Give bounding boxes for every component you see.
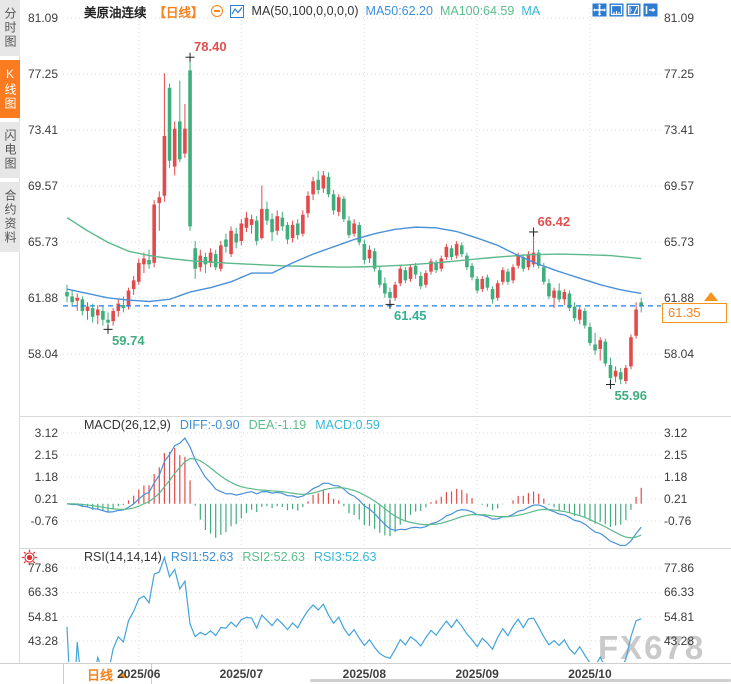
axis-tick-label: -0.76 bbox=[664, 513, 692, 528]
axis-tick-label: 3.12 bbox=[34, 426, 58, 440]
macd-dea-value: DEA:-1.19 bbox=[248, 417, 307, 432]
period-selector[interactable]: 日线 bbox=[63, 664, 152, 684]
rsi-title: RSI(14,14,14) bbox=[84, 549, 162, 564]
time-axis-label: 2025/08 bbox=[342, 667, 387, 681]
axis-tick-label: 43.28 bbox=[664, 634, 695, 649]
axis-tick-label: 54.81 bbox=[664, 609, 695, 624]
axis-tick-label: 65.73 bbox=[664, 234, 695, 249]
axis-tick-label: 1.18 bbox=[664, 469, 688, 484]
period-selector-label: 日线 bbox=[86, 668, 113, 683]
axis-tick-label: 54.81 bbox=[27, 609, 58, 624]
sidebar: 分时图 K线图 闪电图 合约资料 bbox=[0, 0, 20, 663]
axis-tick-label: 66.33 bbox=[664, 585, 695, 600]
time-axis: 日线 2025/06 2025/07 2025/08 2025/09 2025/10 bbox=[0, 663, 731, 684]
time-axis-label: 2025/06 bbox=[117, 667, 161, 681]
axis-tick-label: 0.21 bbox=[34, 491, 58, 506]
axis-tick-label: 0.21 bbox=[664, 491, 688, 506]
current-price-tag: 61.35 bbox=[662, 303, 727, 323]
axis-tick-label: 81.09 bbox=[664, 11, 695, 25]
axis-tick-label: 77.25 bbox=[664, 66, 695, 81]
ma100-value: MA100:64.59 bbox=[439, 4, 515, 18]
axis-tick-label: 77.86 bbox=[27, 561, 58, 575]
axis-tick-label: 43.28 bbox=[27, 634, 58, 649]
axis-tick-label: -0.76 bbox=[30, 513, 58, 528]
price-up-arrow-icon bbox=[704, 292, 718, 301]
axis-tick-label: 3.12 bbox=[664, 426, 688, 440]
time-axis-label: 2025/07 bbox=[219, 667, 263, 681]
price-annotation: 59.74 bbox=[112, 333, 145, 349]
time-axis-label: 2025/09 bbox=[455, 667, 499, 681]
pan-crosshair-icon[interactable] bbox=[592, 3, 607, 17]
axis-tick-label: 77.86 bbox=[664, 561, 695, 575]
price-annotation: 78.40 bbox=[194, 39, 227, 55]
rsi3-value: RSI3:52.63 bbox=[313, 549, 377, 564]
rsi1-value: RSI1:52.63 bbox=[170, 549, 234, 564]
axis-tick-label: 81.09 bbox=[27, 11, 58, 25]
axis-tick-label: 61.88 bbox=[664, 291, 695, 306]
ma50-value: MA50:62.20 bbox=[365, 4, 433, 18]
sidebar-tab-kline[interactable]: K线图 bbox=[0, 60, 20, 118]
chart-canvas[interactable] bbox=[0, 0, 731, 663]
axis-tick-label: 1.18 bbox=[34, 469, 58, 484]
chevron-up-icon bbox=[118, 671, 128, 678]
axis-tick-label: 2.15 bbox=[664, 447, 688, 462]
period-tag: 【日线】 bbox=[153, 5, 204, 20]
sidebar-tab-lightning[interactable]: 闪电图 bbox=[0, 122, 20, 178]
price-annotation: 61.45 bbox=[394, 308, 427, 324]
axis-tick-label: 65.73 bbox=[27, 234, 58, 249]
axis-tick-label: 73.41 bbox=[27, 122, 58, 137]
sidebar-tab-contract-info[interactable]: 合约资料 bbox=[0, 182, 20, 252]
rsi2-value: RSI2:52.63 bbox=[242, 549, 305, 564]
symbol-name: 美原油连续 bbox=[84, 5, 147, 20]
macd-value: MACD:0.59 bbox=[315, 417, 380, 432]
chart-header: 美原油连续 【日线】 MA(50,100,0,0,0,0) MA50:62.20… bbox=[84, 3, 541, 20]
macd-title: MACD(26,12,9) bbox=[84, 417, 171, 432]
left-price-axis: 81.09 77.25 73.41 69.57 65.73 61.88 58.04 3.12 2… bbox=[0, 0, 58, 663]
ma-extra-label: MA bbox=[521, 4, 541, 18]
watermark: FX678 bbox=[598, 629, 706, 666]
rsi-pane-divider bbox=[0, 548, 731, 549]
macd-diff-value: DIFF:-0.90 bbox=[179, 417, 240, 432]
axis-tick-label: 69.57 bbox=[27, 178, 58, 193]
axis-tick-label: 61.88 bbox=[27, 291, 58, 306]
time-axis-label: 2025/10 bbox=[568, 667, 612, 681]
ma-chart-icon[interactable] bbox=[230, 4, 245, 18]
macd-pane-divider bbox=[0, 416, 731, 417]
right-price-axis: 81.09 77.25 73.41 69.57 65.73 61.88 58.04 3.12 2… bbox=[664, 0, 730, 663]
ma-settings-label: MA(50,100,0,0,0,0) bbox=[251, 4, 359, 18]
collapse-right-icon[interactable] bbox=[643, 3, 658, 17]
price-annotation: 55.96 bbox=[614, 388, 647, 404]
chart-toolbar bbox=[592, 3, 658, 17]
axis-tick-label: 66.33 bbox=[27, 585, 58, 600]
x-scale-icon[interactable] bbox=[609, 3, 624, 17]
axis-tick-label: 58.04 bbox=[664, 347, 695, 362]
current-price-value: 61.35 bbox=[668, 305, 701, 320]
axis-tick-label: 58.04 bbox=[27, 347, 58, 362]
sidebar-tab-timeshare[interactable]: 分时图 bbox=[0, 0, 20, 56]
axis-tick-label: 77.25 bbox=[27, 66, 58, 81]
collapse-indicator-icon[interactable] bbox=[210, 5, 223, 17]
price-annotation: 66.42 bbox=[537, 213, 571, 229]
axis-tick-label: 73.41 bbox=[664, 122, 695, 137]
rsi-header: RSI(14,14,14) RSI1:52.63 RSI2:52.63 RSI3… bbox=[84, 549, 376, 564]
macd-header: MACD(26,12,9) DIFF:-0.90 DEA:-1.19 MACD:… bbox=[84, 417, 380, 432]
axis-tick-label: 69.57 bbox=[664, 178, 695, 193]
horizontal-scrollbar[interactable] bbox=[310, 679, 731, 682]
y-scale-icon[interactable] bbox=[626, 3, 641, 17]
axis-tick-label: 2.15 bbox=[34, 447, 58, 462]
indicator-settings-icon[interactable] bbox=[21, 549, 38, 566]
